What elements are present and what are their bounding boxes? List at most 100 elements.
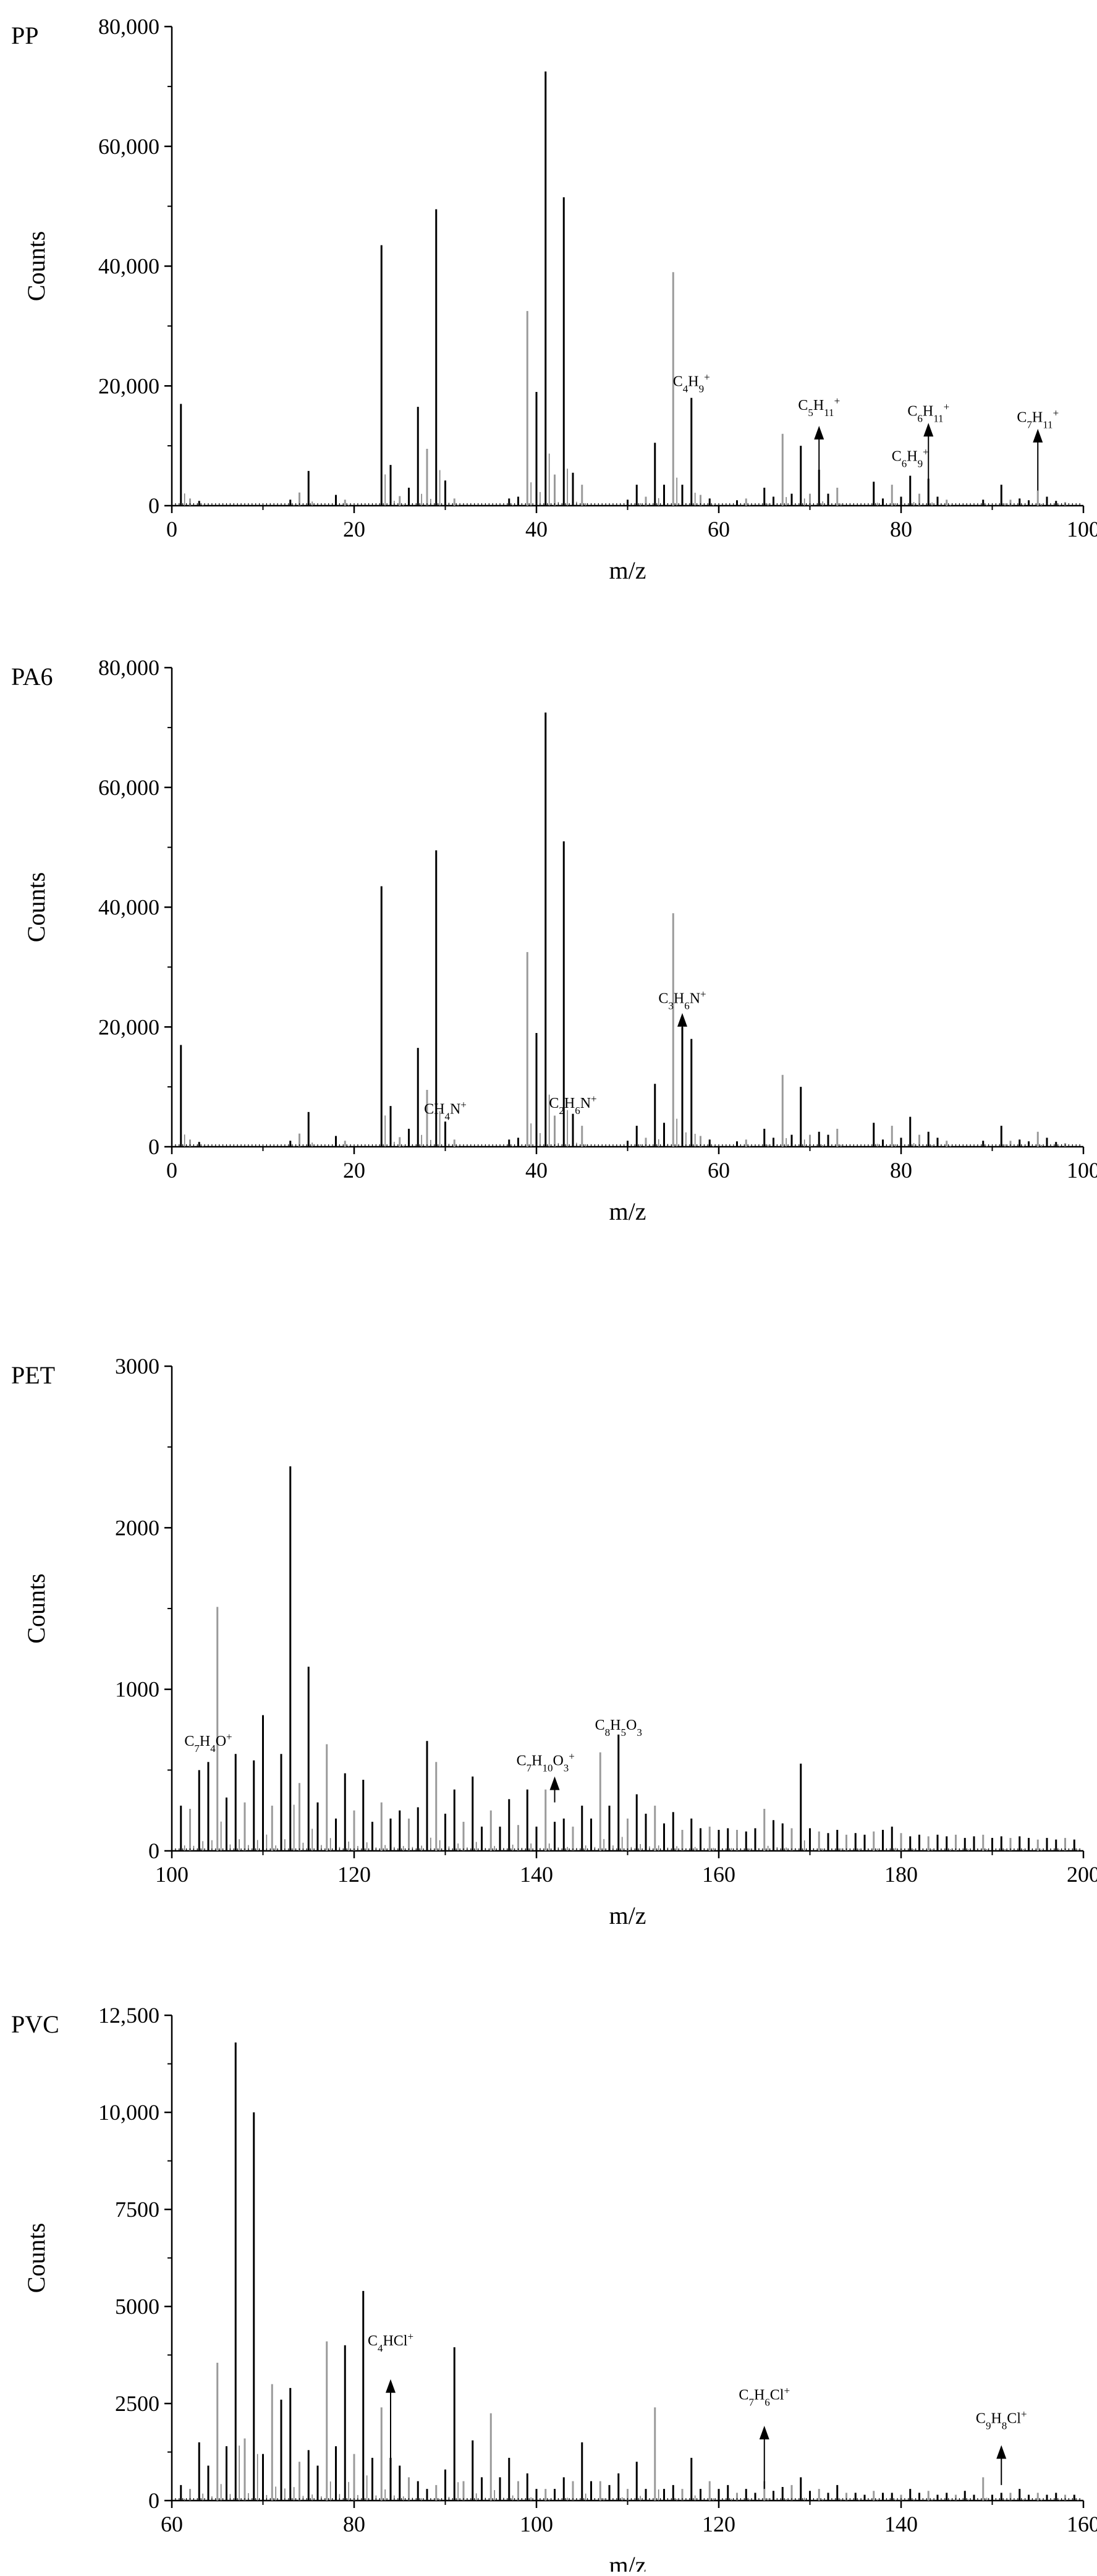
x-tick-label: 100 (520, 2512, 553, 2536)
annotation-part: C (739, 2387, 748, 2404)
annotation-part: H (923, 404, 933, 420)
annotation-part: 7 (1027, 419, 1032, 430)
annotation-part: C (549, 1095, 559, 1112)
x-tick-label: 100 (155, 1862, 188, 1887)
annotation-part: 8 (1002, 2420, 1007, 2431)
annotation-part: + (923, 446, 929, 457)
peak-annotation: C8H5O3 (595, 1717, 642, 1738)
annotation-label: CH4N+ (424, 1099, 467, 1122)
chart-panel-pet: PET 0 1000 2000 3000 100 120 140 160 180 200 m/z Cou… (0, 1286, 1097, 1929)
annotation-part: 4 (378, 2342, 383, 2353)
annotation-part: C (1017, 409, 1027, 425)
x-tick-label: 80 (890, 517, 912, 542)
annotation-label: C7H11+ (1017, 407, 1059, 430)
chart-panel-pa6: PA6 0 20,000 40,000 60,000 80,000 0 20 40 60 80 100… (0, 643, 1097, 1286)
annotation-arrow-head (549, 1776, 560, 1790)
peak-annotation: C9H8Cl+ (976, 2408, 1027, 2485)
annotation-part: C (658, 991, 668, 1007)
peak-annotation: C7H4O+ (184, 1731, 232, 1754)
annotation-part: N (450, 1102, 460, 1118)
peak-annotation: C4H9+ (673, 371, 710, 394)
y-tick-label: 12,500 (98, 2003, 159, 2028)
panel-label: PP (11, 22, 39, 49)
annotation-part: CH (424, 1102, 444, 1118)
y-tick-label: 0 (148, 2488, 159, 2513)
annotation-part: + (704, 371, 710, 383)
annotation-part: C (595, 1717, 605, 1733)
y-tick-label: 5000 (115, 2294, 159, 2319)
annotation-part: H (200, 1733, 210, 1749)
annotation-arrow-head (677, 1013, 687, 1027)
y-tick-label: 3000 (115, 1354, 159, 1379)
x-tick-label: 120 (337, 1862, 371, 1887)
annotation-part: H (532, 1753, 542, 1769)
annotation-part: 9 (699, 383, 705, 394)
annotation-part: 7 (748, 2396, 754, 2408)
annotation-part: H (674, 991, 684, 1007)
annotation-part: + (591, 1093, 597, 1105)
annotation-part: N (580, 1095, 591, 1112)
y-tick-label: 0 (148, 1838, 159, 1863)
annotation-part: 11 (1043, 419, 1053, 430)
annotation-part: H (688, 373, 698, 389)
peak-annotation: CH4N+ (424, 1099, 467, 1122)
y-tick-label: 0 (148, 1134, 159, 1159)
annotation-part: O (553, 1753, 563, 1769)
x-tick-label: 20 (343, 1158, 365, 1183)
x-tick-label: 120 (702, 2512, 735, 2536)
x-tick-label: 40 (525, 1158, 548, 1183)
annotation-label: C7H10O3+ (517, 1750, 575, 1774)
annotation-arrow-head (759, 2425, 769, 2439)
annotation-part: C (892, 448, 902, 464)
x-tick-label: 60 (708, 517, 730, 542)
annotation-part: 6 (765, 2396, 770, 2408)
annotation-arrow-head (1033, 428, 1043, 443)
annotation-part: N (690, 991, 700, 1007)
annotation-part: 5 (808, 407, 813, 419)
annotation-part: Cl (1007, 2410, 1021, 2426)
annotation-part: 7 (194, 1743, 200, 1754)
x-tick-label: 160 (702, 1862, 735, 1887)
annotation-part: + (226, 1731, 232, 1743)
chart-panel-pp: PP 0 20,000 40,000 60,000 80,000 0 20 40 60 80 100 m… (0, 0, 1097, 643)
annotation-part: 6 (575, 1105, 580, 1116)
peak-annotation: C6H11+ (907, 401, 949, 485)
annotation-part: C (184, 1733, 194, 1749)
chart-svg: PET 0 1000 2000 3000 100 120 140 160 180 200 m/z Cou… (11, 1354, 1097, 1929)
annotation-part: 6 (684, 1000, 690, 1011)
annotation-part: C (517, 1753, 527, 1769)
annotation-part: H (813, 397, 824, 414)
annotation-part: C (907, 404, 917, 420)
annotation-part: 7 (527, 1762, 532, 1774)
x-axis-label: m/z (609, 2551, 646, 2572)
annotation-part: + (460, 1099, 467, 1110)
annotation-label: C3H6N+ (658, 988, 706, 1011)
y-tick-label: 20,000 (98, 1014, 159, 1039)
y-tick-label: 2000 (115, 1515, 159, 1540)
chart-svg: PP 0 20,000 40,000 60,000 80,000 0 20 40 60 80 100 m… (11, 14, 1097, 584)
annotation-part: 3 (637, 1727, 642, 1738)
annotation-part: 5 (621, 1727, 627, 1738)
y-axis-label: Counts (22, 1573, 50, 1643)
annotation-label: C2H6N+ (549, 1093, 596, 1116)
y-axis-label: Counts (22, 2223, 50, 2293)
annotation-part: H (754, 2387, 765, 2404)
peak-annotation: C7H10O3+ (517, 1750, 575, 1803)
x-axis-label: m/z (609, 1902, 646, 1929)
x-tick-label: 0 (166, 517, 177, 542)
annotation-part: O (216, 1733, 226, 1749)
annotation-part: 8 (605, 1727, 611, 1738)
y-tick-label: 10,000 (98, 2100, 159, 2125)
annotation-part: 3 (564, 1762, 569, 1774)
panel-label: PET (11, 1361, 55, 1389)
panel-label: PVC (11, 2010, 59, 2038)
y-axis-label: Counts (22, 872, 50, 942)
annotation-part: 4 (210, 1743, 216, 1754)
annotation-part: + (407, 2330, 413, 2342)
y-tick-label: 60,000 (98, 775, 159, 800)
annotation-label: C5H11+ (798, 395, 840, 419)
annotation-part: + (834, 395, 841, 407)
annotation-part: C (368, 2333, 378, 2349)
peak-annotation: C5H11+ (798, 395, 840, 488)
x-tick-label: 80 (890, 1158, 912, 1183)
